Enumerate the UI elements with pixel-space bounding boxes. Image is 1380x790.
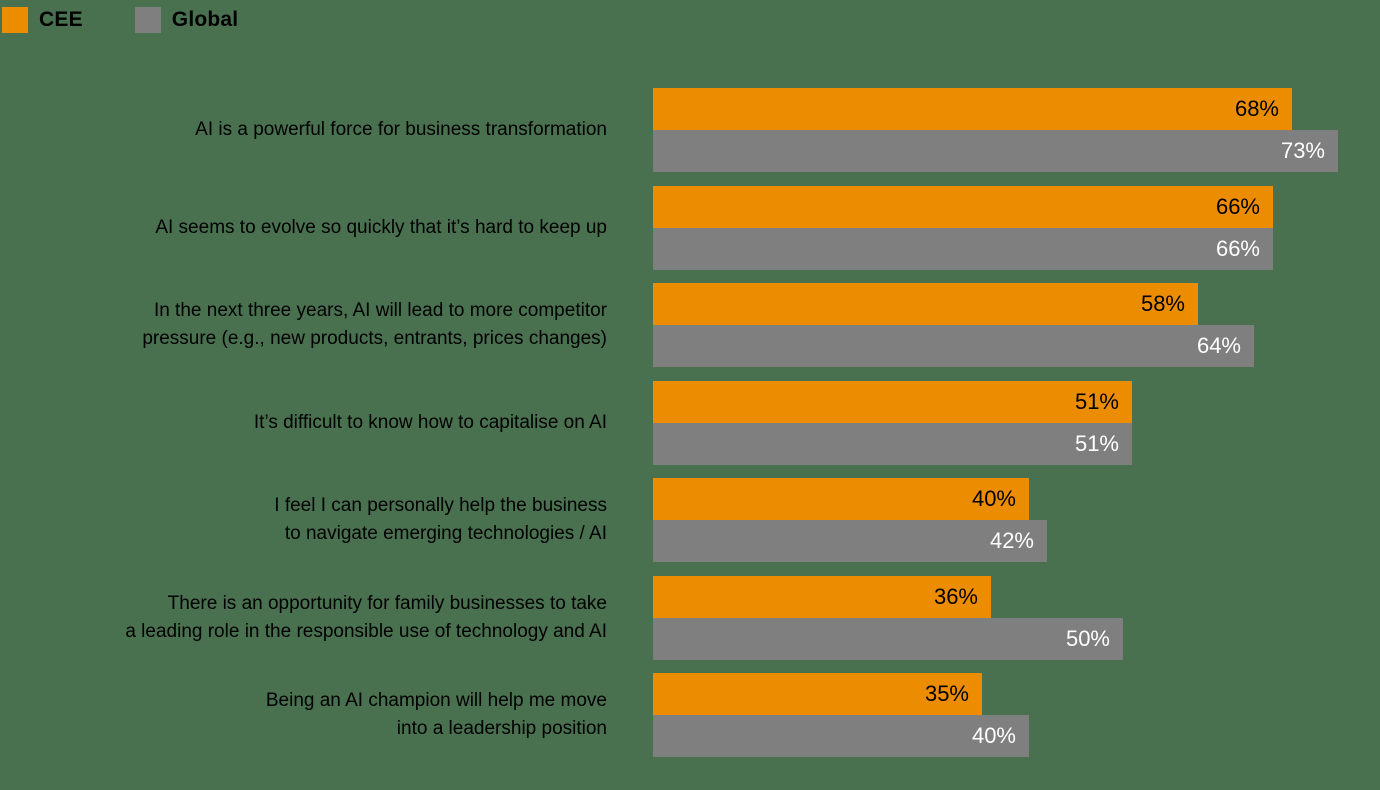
value-label: 58% (1140, 291, 1185, 316)
bar-cee: 35% (653, 673, 982, 715)
value-label: 51% (1074, 430, 1119, 456)
category-label: Being an AI champion will help me move i… (265, 690, 607, 739)
legend-item-global: Global (134, 7, 239, 33)
bar-global: 66% (653, 227, 1273, 270)
chart-row: In the next three years, AI will lead to… (0, 283, 1338, 367)
bar-global: 40% (653, 715, 1029, 757)
bar-stack: 51% 51% (653, 380, 1132, 465)
chart-row: Being an AI champion will help me move i… (0, 673, 1338, 757)
bar-stack: 66% 66% (653, 185, 1273, 270)
chart-row: AI seems to evolve so quickly that it’s … (0, 185, 1338, 270)
category-label: In the next three years, AI will lead to… (142, 300, 607, 349)
category-label: There is an opportunity for family busin… (125, 592, 607, 642)
global-swatch-icon (134, 7, 161, 33)
cee-swatch-icon (2, 7, 28, 33)
bar-stack: 36% 50% (653, 575, 1123, 660)
value-label: 68% (1234, 96, 1279, 121)
bar-stack: 68% 73% (653, 88, 1338, 172)
bar-stack: 35% 40% (653, 673, 1029, 757)
legend-label-global: Global (171, 8, 239, 31)
legend-label-cee: CEE (39, 8, 83, 31)
bar-stack: 40% 42% (653, 478, 1047, 562)
bar-cee: 68% (653, 88, 1292, 130)
chart-row: There is an opportunity for family busin… (0, 575, 1338, 660)
bar-global: 51% (653, 422, 1132, 465)
value-label: 51% (1074, 388, 1119, 414)
value-label: 40% (971, 486, 1016, 511)
value-label: 50% (1065, 625, 1110, 651)
category-label: It’s difficult to know how to capitalise… (253, 411, 607, 433)
value-label: 40% (971, 723, 1016, 748)
bar-global: 73% (653, 130, 1338, 172)
bar-cee: 51% (653, 380, 1132, 423)
value-label: 66% (1215, 193, 1260, 219)
bar-cee: 58% (653, 283, 1198, 325)
bar-global: 50% (653, 617, 1123, 660)
value-label: 35% (924, 681, 969, 706)
category-label: I feel I can personally help the busines… (274, 495, 607, 544)
legend: CEE Global (2, 7, 238, 33)
bar-cee: 40% (653, 478, 1029, 520)
category-label: AI is a powerful force for business tran… (195, 119, 607, 140)
category-label: AI seems to evolve so quickly that it’s … (155, 216, 607, 238)
legend-item-cee: CEE (2, 7, 83, 33)
value-label: 64% (1196, 333, 1241, 358)
value-label: 73% (1280, 138, 1325, 163)
value-label: 36% (933, 583, 978, 609)
bar-cee: 66% (653, 185, 1273, 228)
bar-global: 64% (653, 325, 1254, 367)
chart-row: It’s difficult to know how to capitalise… (0, 380, 1338, 465)
bar-stack: 58% 64% (653, 283, 1254, 367)
bar-cee: 36% (653, 575, 991, 618)
chart-row: I feel I can personally help the busines… (0, 478, 1338, 562)
chart-row: AI is a powerful force for business tran… (0, 88, 1338, 172)
value-label: 42% (989, 528, 1034, 553)
chart-area: AI is a powerful force for business tran… (0, 88, 1338, 771)
value-label: 66% (1215, 235, 1260, 261)
bar-global: 42% (653, 520, 1047, 562)
